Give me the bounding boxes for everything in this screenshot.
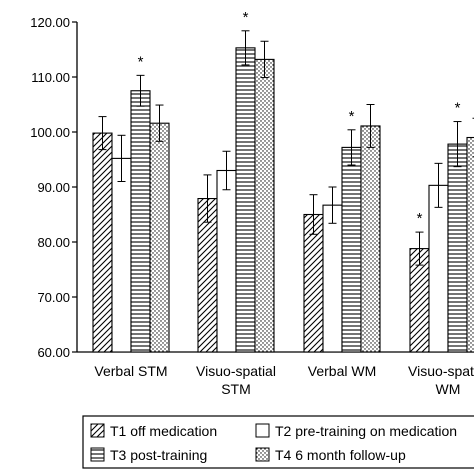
- bar: [216, 169, 237, 353]
- bar: [254, 58, 275, 353]
- significance-marker: *: [349, 108, 355, 125]
- bar: [149, 122, 170, 353]
- category-label: Verbal STM: [94, 363, 167, 379]
- y-tick-label: 110.00: [31, 70, 70, 85]
- legend-label: T1 off medication: [110, 423, 217, 439]
- bar: [447, 143, 468, 353]
- significance-marker: *: [243, 9, 249, 26]
- bar: [235, 47, 256, 353]
- category-label: Visuo-spatial: [196, 363, 276, 379]
- category-labels: Verbal STM Visuo-spatial STM Verbal WM Visuo…: [94, 363, 474, 397]
- category-label: STM: [221, 381, 251, 397]
- legend-swatch: [255, 423, 270, 438]
- category-label: Visuo-spatial: [408, 363, 474, 379]
- category-label: Verbal WM: [308, 363, 376, 379]
- legend-box: [82, 415, 474, 469]
- y-tick-label: 100.00: [30, 125, 70, 140]
- significance-marker: *: [455, 100, 461, 117]
- bar: [130, 90, 151, 353]
- bar: [428, 184, 449, 353]
- legend: T1 off medication T2 pre-training on medi…: [82, 415, 474, 469]
- bar: [303, 213, 324, 353]
- legend-swatch: [255, 447, 270, 462]
- significance-marker: *: [417, 210, 423, 227]
- legend-label: T3 post-training: [110, 447, 207, 463]
- bar: [111, 157, 132, 353]
- legend-label: T2 pre-training on medication: [275, 423, 457, 439]
- y-tick-label: 60.00: [37, 345, 70, 360]
- y-tick-label: 120.00: [30, 15, 70, 30]
- bars: * * * * *: [92, 9, 474, 353]
- bar: [92, 132, 113, 353]
- significance-marker: *: [138, 53, 144, 70]
- legend-swatch: [90, 423, 105, 438]
- bar: [322, 204, 343, 353]
- y-tick-label: 80.00: [37, 235, 70, 250]
- legend-swatch: [90, 447, 105, 462]
- bar: [466, 136, 474, 353]
- category-label: WM: [436, 381, 461, 397]
- bar: [360, 125, 381, 353]
- y-tick-label: 70.00: [37, 290, 70, 305]
- y-tick-label: 90.00: [37, 180, 70, 195]
- legend-label: T4 6 month follow-up: [275, 447, 406, 463]
- bar: [341, 146, 362, 353]
